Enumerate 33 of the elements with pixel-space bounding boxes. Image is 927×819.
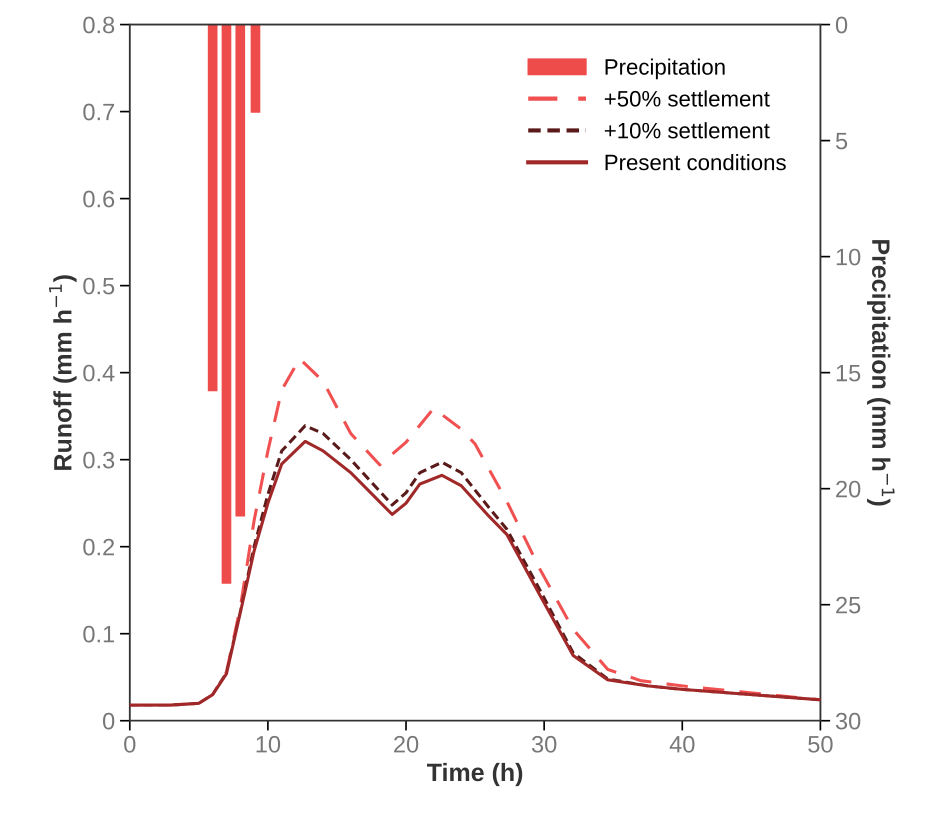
y2-tick-label: 15 [836, 364, 860, 382]
x-tick-label: 10 [256, 736, 280, 753]
x-tick-label: 0 [124, 736, 136, 753]
x-axis-title: Time (h) [426, 762, 522, 786]
x-tick-label: 20 [394, 736, 418, 753]
y-tick-label: 0.4 [83, 364, 115, 382]
x-tick-label: 40 [670, 736, 694, 753]
bar [222, 24, 232, 584]
legend-label: +50% settlement [604, 90, 770, 107]
y-tick-label: 0.1 [83, 626, 114, 642]
y2-axis-title: Precipitation (mm h$^{−1}$) [867, 240, 895, 506]
y-tick-label: 0 [102, 712, 114, 730]
y2-tick-label: 5 [836, 132, 848, 150]
legend-label: Present conditions [606, 154, 786, 170]
bar [235, 24, 246, 517]
x-tick-label: 50 [808, 736, 833, 753]
y2-tick-label: 0 [836, 16, 848, 34]
legend-label: +10% settlement [604, 122, 770, 138]
bar [250, 24, 260, 113]
y2-tick-label: 30 [836, 712, 860, 730]
y-axis-title: Runoff (mm h$^{−1}$) [49, 275, 77, 470]
y-tick-label: 0.5 [83, 278, 114, 294]
y-tick-label: 0.3 [83, 452, 114, 468]
y-tick-label: 0.6 [83, 190, 114, 208]
y-tick-label: 0.7 [83, 104, 114, 120]
y-tick-label: 0.2 [83, 538, 114, 556]
y2-tick-label: 20 [836, 480, 860, 498]
bar [208, 24, 218, 392]
legend-label: Precipitation [606, 58, 725, 80]
y2-tick-label: 25 [836, 596, 860, 614]
y2-tick-label: 10 [836, 248, 860, 266]
x-tick-label: 30 [532, 736, 556, 753]
y-tick-label: 0.8 [83, 16, 114, 34]
